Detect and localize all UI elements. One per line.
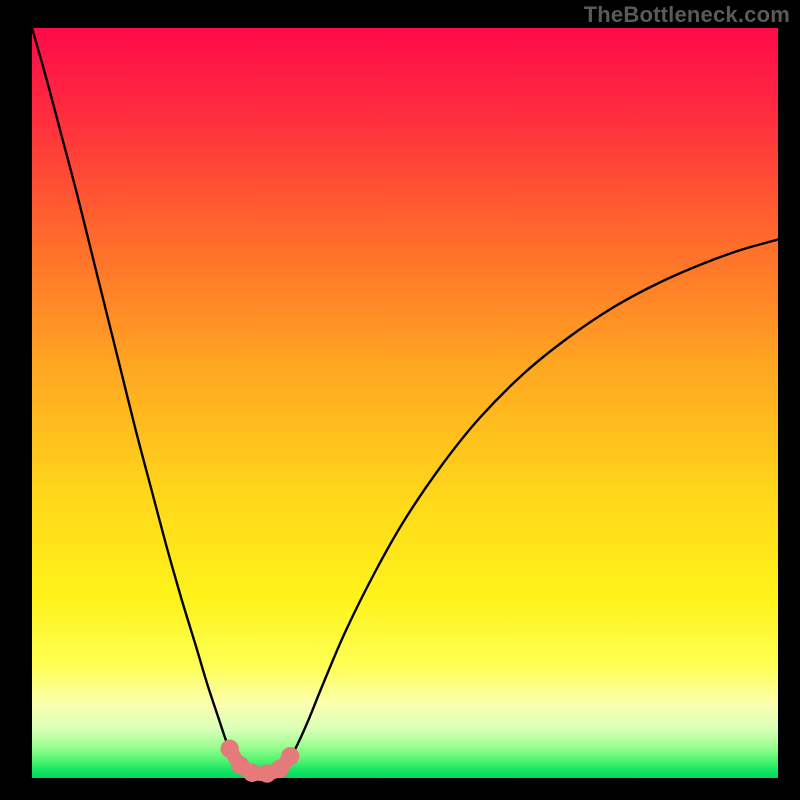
watermark-text: TheBottleneck.com	[584, 2, 790, 28]
plot-background	[32, 28, 778, 778]
marker-dot	[220, 740, 238, 758]
chart-container: TheBottleneck.com	[0, 0, 800, 800]
chart-svg	[0, 0, 800, 800]
marker-dot	[281, 747, 299, 765]
